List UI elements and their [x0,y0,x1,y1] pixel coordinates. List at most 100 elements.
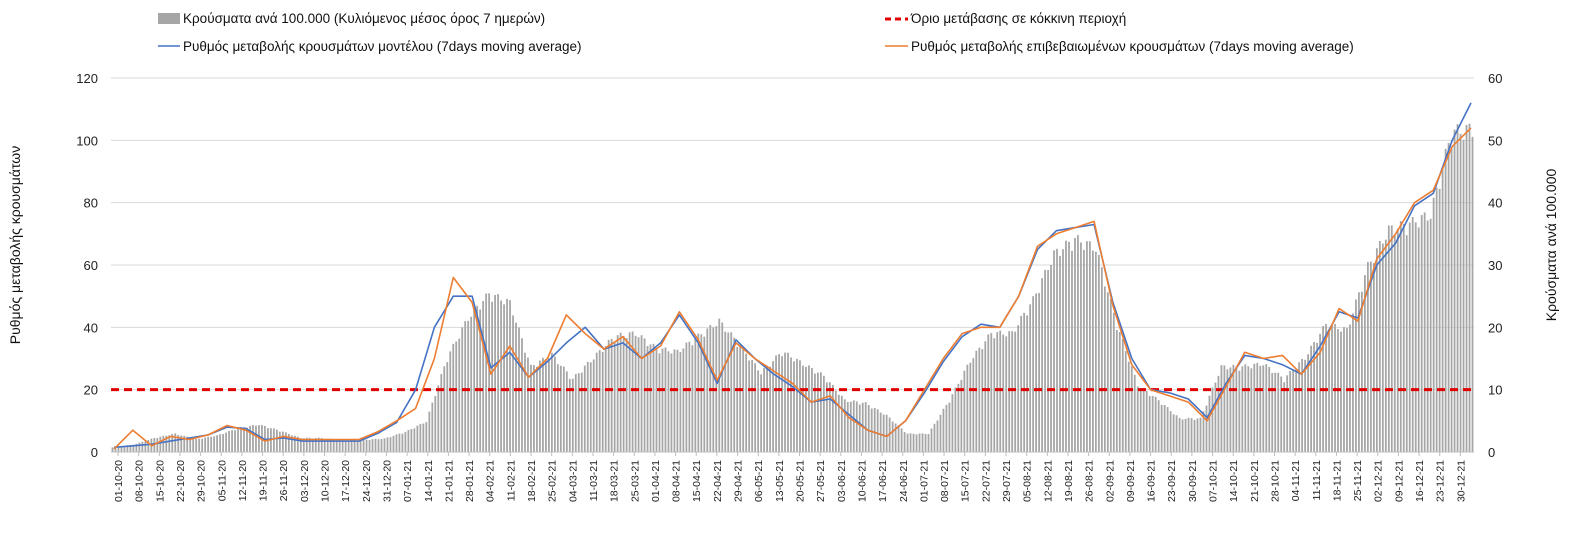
bar [177,434,180,452]
x-tick-label: 29-10-20 [196,460,208,502]
bar [664,347,667,452]
bar [882,414,885,452]
bar [467,320,470,452]
bar [308,437,311,452]
bar [1444,148,1447,452]
bar [751,359,754,452]
bar [1456,124,1459,452]
legend-threshold-label: Όριο μετάβασης σε κόκκινη περιοχή [910,11,1126,26]
bar [1247,366,1250,452]
bar [1355,299,1357,452]
bar [1352,313,1354,452]
x-tick-label: 18-11-21 [1331,460,1343,501]
bar [219,434,221,452]
bar [1468,123,1471,452]
bar [799,360,801,452]
bar [975,350,978,452]
bar [1133,374,1136,452]
x-tick-label: 04-02-21 [485,460,497,502]
x-tick-label: 29-04-21 [733,460,745,502]
bar [640,335,643,452]
bar [885,414,888,452]
x-tick-label: 18-03-21 [609,460,621,502]
bar [1053,250,1055,452]
x-tick-label: 12-11-20 [237,460,249,501]
x-tick-label: 01-10-20 [113,460,125,502]
bar [1044,269,1046,452]
bar [374,438,377,452]
bar [446,362,449,452]
bar [724,331,727,452]
bar [234,430,236,452]
bar [1112,312,1115,452]
bar [1169,411,1172,452]
bar [1142,388,1145,452]
bar [240,427,242,452]
x-tick-label: 06-05-21 [753,460,765,502]
bar [162,435,165,452]
bar [652,343,655,452]
bar [1313,342,1315,452]
bar [990,333,993,452]
y-right-tick-label: 50 [1488,133,1502,148]
bar [658,353,661,452]
x-tick-label: 04-03-21 [567,460,579,502]
bar [246,427,248,452]
bar [416,425,419,452]
bar [670,353,673,452]
bar [837,394,840,452]
bar [604,346,607,452]
bar [1340,331,1342,452]
bar [1217,375,1220,452]
x-tick-label: 25-02-21 [547,460,559,502]
x-tick-label: 10-12-20 [320,460,332,502]
bar [981,349,984,452]
bar [565,371,568,452]
x-tick-label: 25-11-21 [1352,460,1364,501]
bar [1274,372,1277,452]
bar [1199,417,1202,452]
x-tick-label: 28-01-21 [464,460,476,502]
bar [607,339,610,452]
bar [455,341,458,452]
bar [628,332,631,452]
bar [353,439,356,452]
bar [1166,407,1169,452]
y-right-tick-label: 40 [1488,196,1502,211]
bar [1405,235,1408,452]
bar [939,414,942,452]
y-right-tick-label: 20 [1488,320,1502,335]
x-tick-label: 10-06-21 [856,460,868,502]
x-tick-label: 09-09-21 [1125,460,1137,502]
y-left-tick-label: 120 [76,71,98,86]
bar [1453,129,1456,452]
x-tick-label: 22-04-21 [712,460,724,502]
y-left-tick-label: 60 [84,258,98,273]
bar [571,378,574,452]
bar [900,428,903,452]
bar [1226,369,1229,452]
x-tick-label: 16-12-21 [1414,460,1426,502]
bar [852,400,855,452]
bar [1420,215,1423,452]
bar [1232,364,1235,452]
x-tick-label: 09-12-21 [1393,460,1405,502]
bar [1083,249,1085,452]
bar [323,438,326,452]
bar [969,362,972,452]
bar [745,353,748,452]
bar [395,434,398,452]
bar [1029,304,1032,452]
bar [120,446,123,452]
bar [736,346,739,452]
bar [449,351,452,452]
x-tick-label: 11-03-21 [588,460,600,501]
bar [1378,241,1381,452]
bar [1250,368,1253,452]
bar [811,367,813,452]
bar [216,435,218,452]
bar [936,420,939,452]
bar [524,352,526,452]
